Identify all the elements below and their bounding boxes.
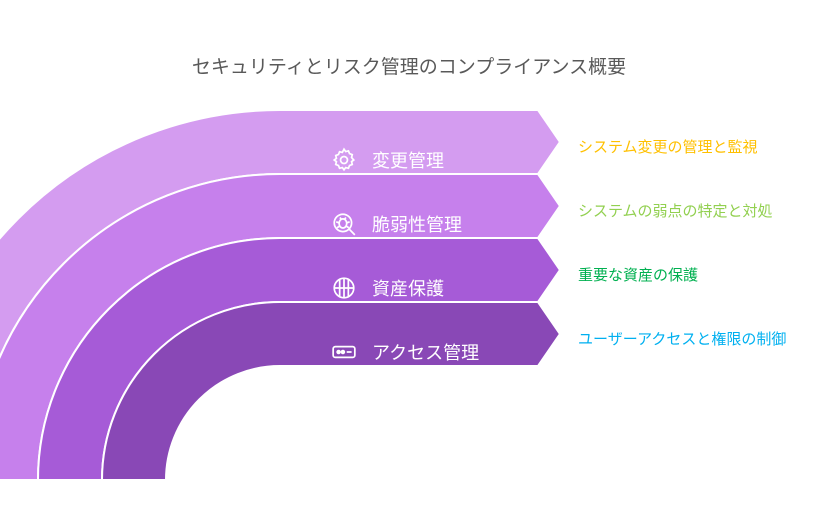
band-label-3: アクセス管理 <box>372 339 479 365</box>
band-content-0: 変更管理 <box>330 128 444 192</box>
band-desc-0: システム変更の管理と監視 <box>578 136 758 157</box>
band-desc-2: 重要な資産の保護 <box>578 264 698 285</box>
band-content-3: アクセス管理 <box>330 320 479 384</box>
band-desc-3: ユーザーアクセスと権限の制御 <box>578 328 786 349</box>
diagram-title: セキュリティとリスク管理のコンプライアンス概要 <box>0 52 818 79</box>
band-content-1: 脆弱性管理 <box>330 192 462 256</box>
band-desc-1: システムの弱点の特定と対処 <box>578 200 773 221</box>
band-label-1: 脆弱性管理 <box>372 211 462 237</box>
gear-icon <box>330 146 358 174</box>
band-content-2: 資産保護 <box>330 256 444 320</box>
band-label-0: 変更管理 <box>372 147 444 173</box>
password-icon <box>330 338 358 366</box>
shield-grid-icon <box>330 274 358 302</box>
bug-search-icon <box>330 210 358 238</box>
bands-svg <box>30 110 590 520</box>
band-label-2: 資産保護 <box>372 275 444 301</box>
diagram-canvas: 変更管理脆弱性管理資産保護アクセス管理 <box>30 110 580 510</box>
